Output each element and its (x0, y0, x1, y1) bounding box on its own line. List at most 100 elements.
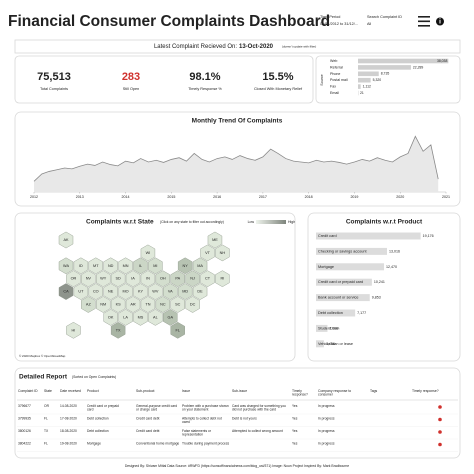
state-hex[interactable] (110, 321, 126, 339)
state-hex[interactable] (88, 283, 103, 300)
state-hex[interactable] (155, 296, 171, 313)
column-header: Issue (182, 389, 190, 393)
state-hex[interactable] (118, 257, 133, 275)
state-hex[interactable] (103, 283, 118, 300)
source-panel (315, 55, 461, 104)
state-hex[interactable] (133, 283, 148, 300)
kpi-value: 75,513 (37, 71, 71, 83)
state-hex[interactable] (163, 283, 178, 300)
table-cell: Credit card debt (136, 429, 160, 433)
filter-value[interactable]: All (367, 22, 371, 26)
state-hex[interactable] (66, 270, 81, 288)
state-hex[interactable] (192, 257, 208, 275)
map-credit: © 2020 Mapbox © OpenStreetMap (19, 354, 66, 358)
state-hex[interactable] (81, 270, 96, 288)
state-hex[interactable] (96, 270, 111, 288)
state-hex[interactable] (73, 283, 89, 300)
state-label: DC (190, 303, 196, 307)
state-hex[interactable] (200, 270, 215, 288)
state-label: WA (63, 264, 69, 268)
state-hex[interactable] (58, 257, 74, 275)
category-label: Debt collection (318, 311, 343, 315)
status-dot (438, 442, 442, 447)
state-label: AR (130, 303, 136, 307)
state-hex[interactable] (170, 296, 185, 313)
state-hex[interactable] (133, 309, 148, 326)
map-note: (Click on any state to filter out accord… (160, 220, 224, 224)
state-hex[interactable] (200, 244, 215, 262)
state-hex[interactable] (215, 244, 230, 262)
state-hex[interactable] (88, 257, 103, 275)
state-hex[interactable] (177, 257, 193, 275)
state-hex[interactable] (140, 244, 156, 262)
state-hex[interactable] (81, 296, 96, 313)
info-icon[interactable] (436, 17, 444, 26)
state-hex[interactable] (110, 270, 126, 288)
category-label: Email (330, 91, 339, 95)
state-label: NH (220, 251, 226, 255)
state-hex[interactable] (185, 270, 200, 288)
state-hex[interactable] (103, 257, 118, 275)
column-header: Complaint ID (18, 389, 38, 393)
latest-note: (doesn't update with filter) (282, 45, 316, 49)
state-hex[interactable] (66, 321, 81, 339)
table-cell: 3799935 (18, 416, 31, 420)
state-hex[interactable] (125, 270, 141, 288)
state-hex[interactable] (192, 283, 208, 300)
menu-icon[interactable] (418, 16, 430, 27)
state-hex[interactable] (125, 296, 141, 313)
filter-value[interactable]: 01/01/2012 to 31/12/... (320, 22, 358, 26)
state-hex[interactable] (177, 283, 193, 300)
state-hex[interactable] (170, 270, 185, 288)
state-hex[interactable] (96, 296, 111, 313)
state-label: TN (145, 303, 150, 307)
state-hex[interactable] (163, 309, 178, 326)
state-hex[interactable] (103, 309, 118, 326)
state-hex[interactable] (207, 231, 223, 249)
bar (316, 324, 328, 332)
state-hex[interactable] (118, 283, 133, 300)
state-hex[interactable] (148, 283, 163, 300)
state-label: IN (146, 277, 150, 281)
value-label: 1,112 (363, 84, 371, 88)
state-hex[interactable] (140, 270, 156, 288)
state-hex[interactable] (185, 296, 200, 313)
state-label: NM (100, 303, 106, 307)
table-cell: 3796677 (18, 404, 31, 408)
state-hex[interactable] (140, 296, 156, 313)
state-hex[interactable] (58, 231, 74, 249)
category-label: Referral (330, 65, 343, 69)
category-label: Student loan (318, 326, 339, 330)
state-label: IL (139, 264, 142, 268)
state-hex[interactable] (118, 309, 133, 326)
state-hex[interactable] (155, 270, 171, 288)
column-header: Date received (60, 389, 81, 393)
x-tick-label: 2016 (213, 195, 221, 199)
table-cell: FL (44, 441, 48, 445)
column-header: Sub-issue (232, 389, 247, 393)
state-hex[interactable] (148, 257, 163, 275)
state-hex[interactable] (170, 321, 185, 339)
state-label: SC (175, 303, 181, 307)
state-label: NE (108, 290, 114, 294)
bar (316, 247, 387, 255)
x-tick-label: 2017 (259, 195, 267, 199)
bar (316, 232, 421, 240)
table-cell: In progress (318, 441, 335, 445)
dashboard-title: Financial Consumer Complaints Dashboard (8, 13, 330, 30)
table-cell: Yes (292, 416, 298, 420)
state-hex[interactable] (133, 257, 148, 275)
state-label: FL (175, 328, 179, 332)
state-label: OH (160, 277, 166, 281)
table-cell: Debt collection (87, 416, 109, 420)
table-cell: Conventional home mortgage (136, 441, 179, 445)
state-hex[interactable] (148, 309, 163, 326)
state-hex[interactable] (73, 257, 89, 275)
state-hex[interactable] (58, 283, 74, 300)
area-shade (34, 136, 439, 192)
state-hex[interactable] (110, 296, 126, 313)
category-label: Postal mail (330, 78, 348, 82)
state-hex[interactable] (215, 270, 230, 288)
table-cell: Debt collection (87, 429, 109, 433)
table-cell: FL (44, 416, 48, 420)
